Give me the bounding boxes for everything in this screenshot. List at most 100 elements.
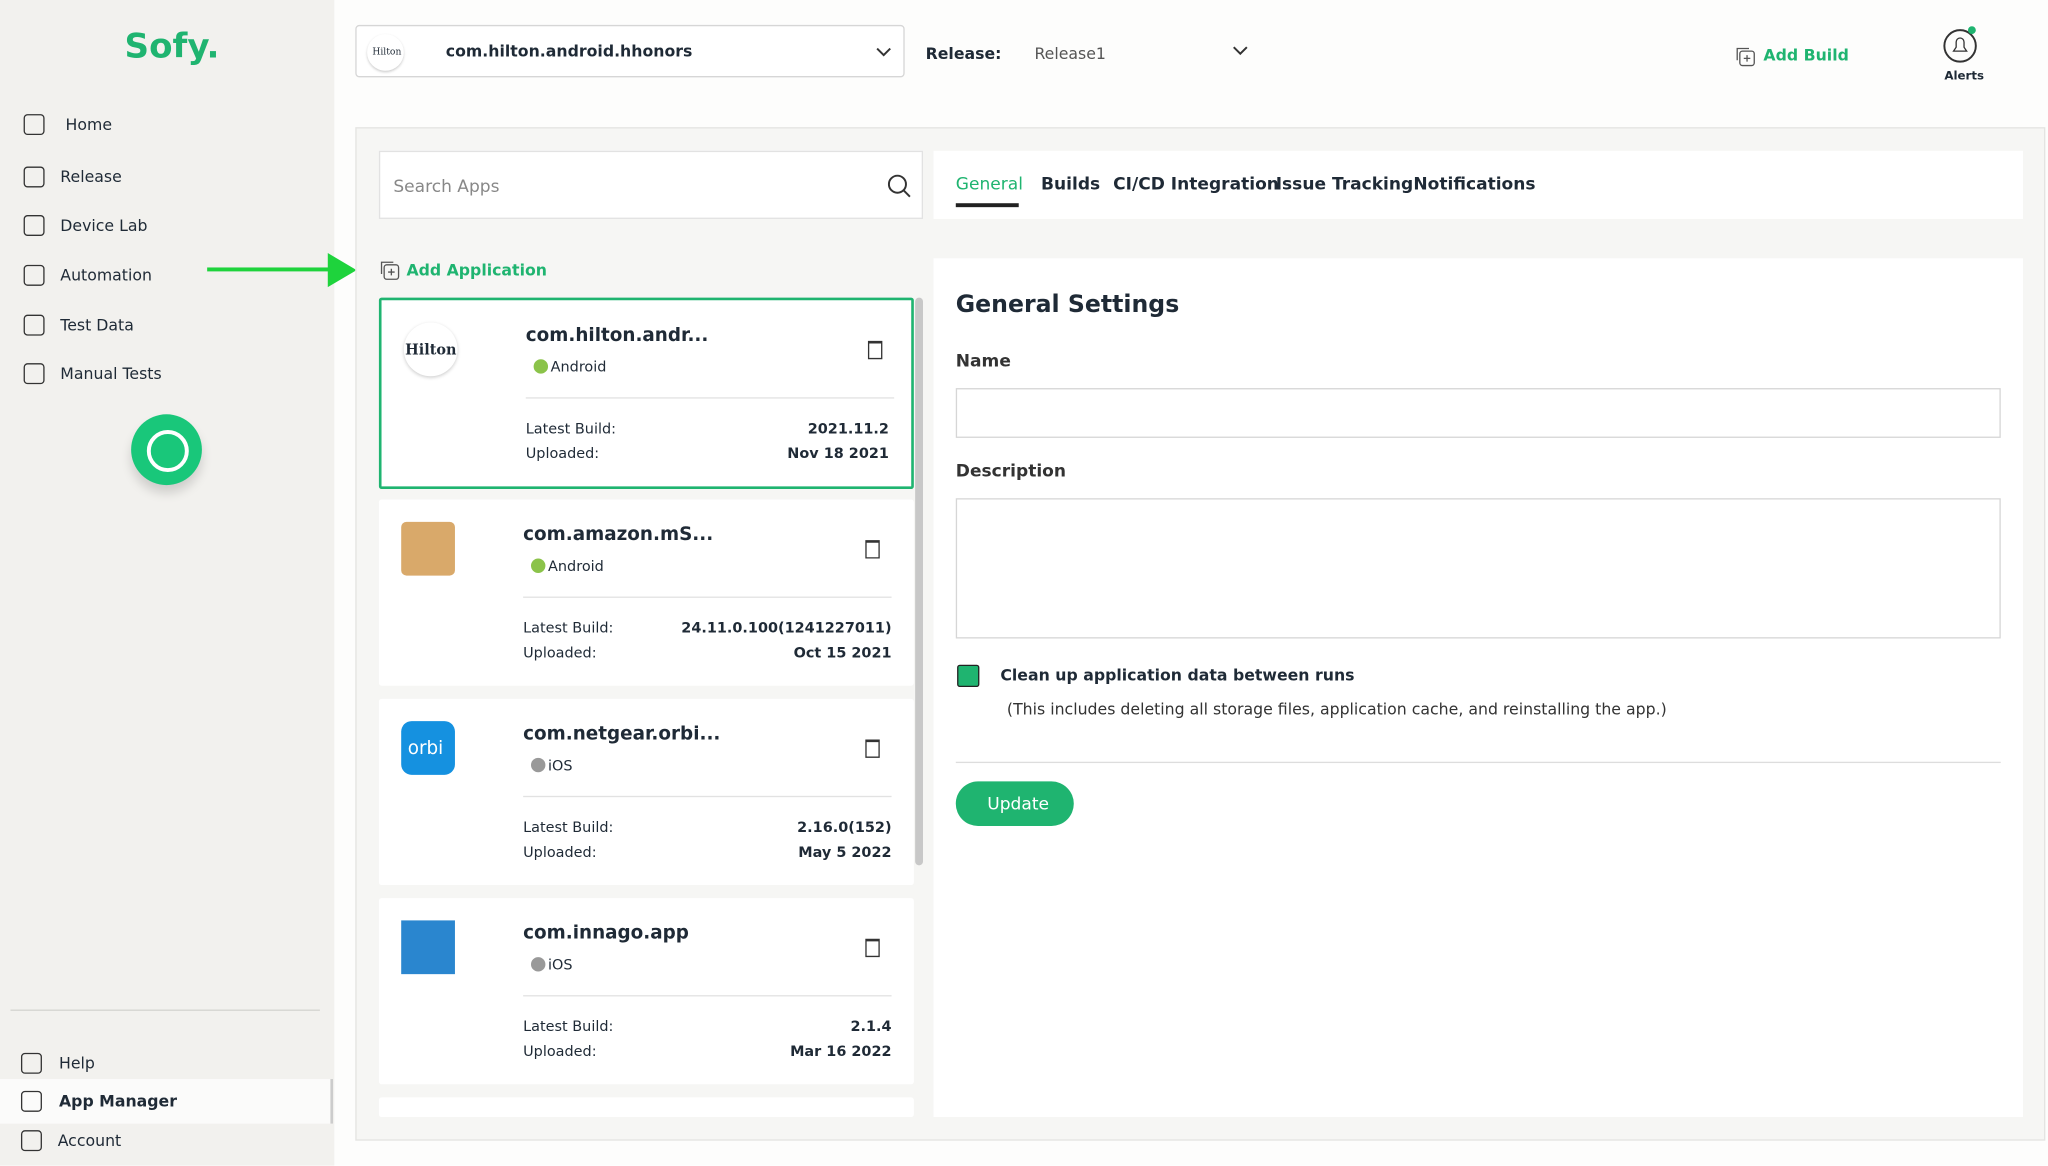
uploaded-value: May 5 2022 xyxy=(798,843,892,861)
build-value: 2021.11.2 xyxy=(807,420,889,438)
tab[interactable]: Builds xyxy=(1041,175,1101,195)
app-card[interactable]: com.amazon.mS... Android Latest Build: 24.1… xyxy=(378,499,914,686)
field-label: Name xyxy=(955,352,1011,372)
app-logo xyxy=(401,521,455,576)
arrow-annotation xyxy=(207,267,332,272)
release-value[interactable]: Release1 xyxy=(1034,44,1106,63)
nav-item[interactable]: Home xyxy=(65,115,113,134)
nav-icon xyxy=(20,1052,42,1074)
build-value: 2.16.0(152) xyxy=(797,818,892,836)
nav-icon xyxy=(23,314,45,336)
description-input[interactable] xyxy=(955,498,2001,639)
chevron[interactable] xyxy=(1231,42,1249,60)
active-item-bg xyxy=(0,1079,334,1124)
nav-icon xyxy=(23,363,45,385)
build-label: Latest Build: xyxy=(523,818,614,836)
nav-icon xyxy=(23,215,45,236)
search-box[interactable]: Search Apps xyxy=(378,150,924,219)
chevron xyxy=(876,47,891,57)
nav-item[interactable]: Device Lab xyxy=(60,216,148,235)
sidebar: Sofy. Home Release Device Lab Automation Tes… xyxy=(0,0,335,1166)
app-logo: Hilton xyxy=(403,322,458,377)
checkbox[interactable] xyxy=(957,664,980,688)
trash-icon[interactable] xyxy=(865,938,880,958)
uploaded-label: Uploaded: xyxy=(523,843,597,861)
nav-icon xyxy=(23,264,45,286)
assistant-button[interactable] xyxy=(131,414,202,486)
nav-item[interactable]: App Manager xyxy=(58,1092,177,1111)
divider xyxy=(10,1009,320,1011)
platform: Android xyxy=(548,557,604,575)
search-icon[interactable] xyxy=(886,173,912,199)
platform: iOS xyxy=(548,956,573,974)
app-card[interactable]: com.innago.app iOS Latest Build: 2.1.4 Uploa… xyxy=(378,898,914,1085)
tab[interactable]: CI/CD Integration xyxy=(1113,175,1279,195)
build-value: 2.1.4 xyxy=(850,1018,892,1036)
nav-item[interactable]: Help xyxy=(58,1054,95,1073)
tab-bar: General Builds CI/CD Integration Issue Trac… xyxy=(933,150,2024,219)
add-application-icon[interactable] xyxy=(380,260,401,281)
nav-icon xyxy=(23,114,45,136)
nav-item[interactable]: Account xyxy=(57,1131,122,1150)
trash-icon[interactable] xyxy=(867,340,883,360)
scrollbar[interactable] xyxy=(915,297,924,866)
app-name: com.amazon.mS... xyxy=(523,524,714,546)
app-name: com.innago.app xyxy=(523,923,689,944)
app-name: com.hilton.android.hhonors xyxy=(445,41,693,61)
uploaded-value: Mar 16 2022 xyxy=(790,1042,892,1061)
divider xyxy=(523,795,892,798)
nav-item[interactable]: Release xyxy=(60,167,122,187)
app-name: com.netgear.orbi... xyxy=(523,723,721,745)
form-title: General Settings xyxy=(955,291,1180,319)
checkbox-label: Clean up application data between runs xyxy=(1000,666,1355,685)
tab[interactable]: Notifications xyxy=(1413,175,1536,195)
divider xyxy=(523,596,892,598)
add-build[interactable]: Add Build xyxy=(1763,45,1849,65)
app-logo xyxy=(401,920,455,975)
divider xyxy=(955,761,2001,764)
checkbox-note: (This includes deleting all storage file… xyxy=(1006,700,1667,719)
divider xyxy=(523,995,892,997)
build-value: 24.11.0.100(1241227011) xyxy=(681,619,892,637)
uploaded-value: Nov 18 2021 xyxy=(787,445,889,463)
update-label: Update xyxy=(987,795,1050,815)
tab[interactable]: Issue Tracking xyxy=(1275,175,1414,195)
tab[interactable]: General xyxy=(955,175,1023,195)
nav-item[interactable]: Automation xyxy=(60,266,152,285)
platform-icon xyxy=(530,558,546,573)
trash-icon[interactable] xyxy=(865,739,880,758)
app-selector[interactable]: Hilton com.hilton.android.hhonors xyxy=(355,24,905,78)
nav-icon xyxy=(20,1090,42,1112)
add-build-icon[interactable] xyxy=(1736,46,1757,67)
nav-icon xyxy=(20,1130,42,1152)
alerts-icon[interactable] xyxy=(1942,25,1981,64)
alerts-label: Alerts xyxy=(1944,70,1985,84)
logo[interactable]: Sofy. xyxy=(124,27,220,67)
platform-icon xyxy=(533,359,549,374)
add-application[interactable]: Add Application xyxy=(406,260,547,280)
build-label: Latest Build: xyxy=(525,420,616,438)
app-card[interactable]: Hilton com.hilton.andr... Android Latest Bu… xyxy=(378,297,914,490)
tab-underline xyxy=(955,203,1019,208)
platform: Android xyxy=(550,358,607,376)
nav-item[interactable]: Test Data xyxy=(60,315,134,335)
name-input[interactable] xyxy=(955,388,2001,438)
app-card[interactable]: orbi com.netgear.orbi... iOS Latest Build: 2… xyxy=(378,698,914,885)
nav-item[interactable]: Manual Tests xyxy=(60,364,162,383)
app-card xyxy=(378,1097,914,1118)
uploaded-label: Uploaded: xyxy=(525,445,600,463)
app-logo-text: orbi xyxy=(407,738,444,760)
trash-icon[interactable] xyxy=(865,540,880,559)
uploaded-label: Uploaded: xyxy=(523,644,597,662)
platform: iOS xyxy=(548,757,573,775)
app-logo: Hilton xyxy=(372,46,402,58)
platform-icon xyxy=(530,957,546,972)
field-label: Description xyxy=(955,462,1067,482)
nav-icon xyxy=(23,166,45,188)
platform-icon xyxy=(530,757,546,773)
build-label: Latest Build: xyxy=(523,619,614,637)
uploaded-label: Uploaded: xyxy=(523,1042,597,1061)
app-logo: orbi xyxy=(401,721,455,775)
update-button[interactable]: Update xyxy=(955,781,1074,826)
